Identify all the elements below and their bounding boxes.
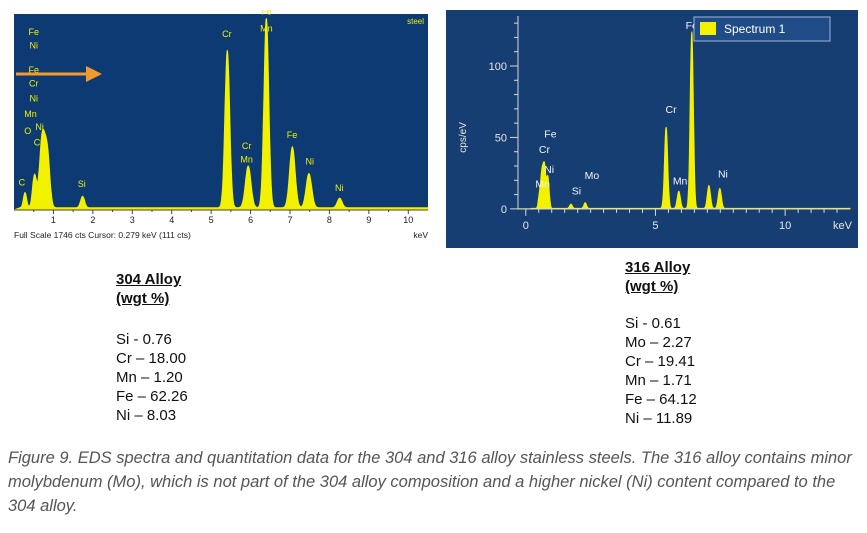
x-tick-label: 2 — [90, 215, 95, 225]
composition-304-item: Cr – 18.00 — [116, 350, 187, 367]
peak-label: Mn — [24, 109, 37, 119]
x-tick-label: 6 — [248, 215, 253, 225]
peak-label: Fe — [287, 130, 298, 140]
composition-304-item: Si - 0.76 — [116, 331, 172, 348]
composition-304-item: Ni – 8.03 — [116, 407, 177, 424]
y-tick-label: 0 — [501, 204, 507, 216]
peak-label: Si — [572, 186, 581, 198]
legend-box — [693, 16, 831, 42]
x-tick-label: 1 — [51, 215, 56, 225]
peak-label: Cr — [665, 104, 677, 116]
composition-316-item: Mn – 1.71 — [625, 372, 692, 389]
footer-status: Full Scale 1746 cts Cursor: 0.279 keV (1… — [14, 230, 191, 240]
peak-label: Ni — [335, 183, 344, 193]
peak-label: Mn — [260, 23, 273, 33]
x-tick-label: 8 — [327, 215, 332, 225]
legend-swatch — [700, 22, 716, 35]
peak-label: Ni — [305, 156, 314, 166]
peak-label: Si — [78, 179, 86, 189]
composition-304-heading: 304 Alloy — [116, 271, 182, 288]
figure-caption: Figure 9. EDS spectra and quantitation d… — [8, 449, 852, 515]
composition-316-heading: 316 Alloy — [625, 259, 691, 276]
x-tick-label: 10 — [403, 215, 413, 225]
composition-316-item: Mo – 2.27 — [625, 334, 692, 351]
peak-label: Cr — [29, 79, 39, 89]
corner-label: steel — [407, 17, 424, 26]
composition-316-item: Fe – 64.12 — [625, 391, 697, 408]
composition-304-item: Fe – 62.26 — [116, 388, 188, 405]
legend-label: Spectrum 1 — [724, 22, 786, 36]
eds-spectrum-304-chart: Fe Ni Fe Cr Ni Mn O Ni Cr C Si Cr Fe Mn Cr Mn Fe Ni Ni stee… — [10, 10, 432, 250]
peak-label: Mo — [585, 170, 600, 182]
peak-label: Ni — [35, 122, 44, 132]
peak-label: Cr — [222, 29, 232, 39]
peak-label: Fe — [28, 65, 39, 75]
peak-label: Ni — [718, 168, 728, 180]
y-axis-label: cps/eV — [458, 122, 469, 153]
peak-label: Mn — [673, 176, 688, 188]
y-tick-label: 50 — [495, 132, 507, 144]
composition-304-item: Mn – 1.20 — [116, 369, 183, 386]
peak-label: Ni — [544, 164, 554, 176]
composition-316-item: Si - 0.61 — [625, 315, 681, 332]
x-tick-label: 9 — [366, 215, 371, 225]
plot-area — [14, 14, 428, 210]
x-tick-label: 7 — [287, 215, 292, 225]
peak-label: Cr — [539, 144, 551, 156]
peak-label: Fe — [544, 128, 556, 140]
peak-label: Ni — [29, 41, 38, 51]
peak-label: Cr — [34, 137, 44, 147]
composition-316-item: Ni – 11.89 — [625, 410, 693, 427]
composition-304-unit: (wgt %) — [116, 290, 170, 307]
x-tick-label: 0 — [523, 220, 529, 232]
composition-316: 316 Alloy (wgt %) Si - 0.61 Mo – 2.27 Cr… — [625, 258, 697, 428]
plot-background — [446, 10, 858, 248]
y-tick-label: 100 — [489, 61, 507, 73]
spectrum-trace — [13, 18, 429, 211]
composition-304: 304 Alloy (wgt %) Si - 0.76 Cr – 18.00 M… — [116, 270, 188, 425]
x-tick-label: 4 — [169, 215, 174, 225]
footer-unit: keV — [413, 230, 428, 240]
composition-316-item: Cr – 19.41 — [625, 353, 696, 370]
peak-label: Cr — [242, 141, 252, 151]
peak-label: Mn — [240, 155, 253, 165]
peak-label: Ni — [29, 94, 38, 104]
x-tick-label: 10 — [779, 220, 791, 232]
peak-label: O — [24, 126, 31, 136]
peak-label: Mn — [535, 178, 550, 190]
x-axis-label: keV — [833, 220, 853, 232]
x-tick-label: 5 — [652, 220, 658, 232]
peak-label: Fe — [261, 10, 272, 16]
x-tick-label: 5 — [209, 215, 214, 225]
arrow-head — [86, 66, 102, 82]
composition-316-unit: (wgt %) — [625, 278, 679, 295]
x-tick-label: 3 — [130, 215, 135, 225]
peak-label: Fe — [28, 27, 39, 37]
peak-label: C — [19, 177, 26, 187]
